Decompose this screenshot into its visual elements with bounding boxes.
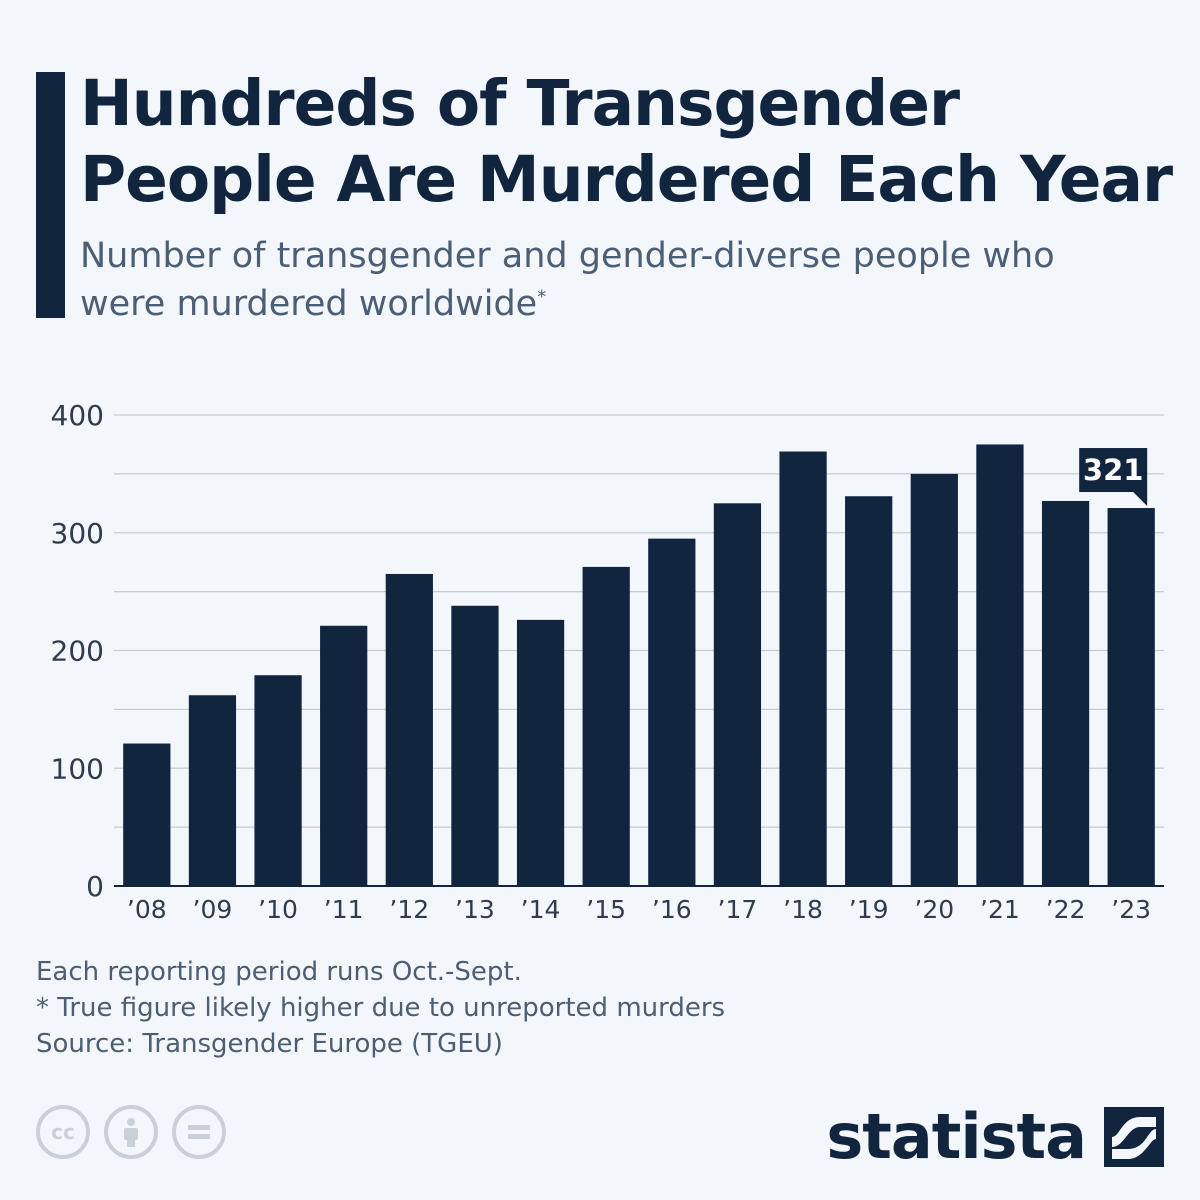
- chart-title: Hundreds of Transgender People Are Murde…: [80, 67, 1173, 216]
- bar[interactable]: [254, 675, 302, 886]
- license-icons: cc: [36, 1105, 226, 1159]
- bar[interactable]: [385, 573, 433, 886]
- bar[interactable]: [188, 695, 237, 886]
- source-note: Source: Transgender Europe (TGEU): [36, 1029, 503, 1059]
- no-derivatives-icon[interactable]: [172, 1105, 226, 1159]
- x-tick-label: ’12: [389, 895, 429, 924]
- chart-notes: Each reporting period runs Oct.-Sept. * …: [36, 954, 936, 1062]
- person-glyph: [124, 1118, 138, 1147]
- statista-logo-icon: [1104, 1106, 1164, 1167]
- x-tick-label: ’22: [1046, 895, 1086, 924]
- note-reporting-period: Each reporting period runs Oct.-Sept.: [36, 957, 522, 987]
- bar[interactable]: [1041, 500, 1090, 886]
- y-tick-label: 400: [51, 399, 104, 432]
- subtitle-footnote-mark: *: [537, 286, 547, 308]
- x-axis: ’08 ’09 ’10 ’11 ’12 ’13 ’14 ’15 ’16 ’17 ’18 ’19 ’20 ’…: [127, 895, 1151, 924]
- bar[interactable]: [845, 496, 893, 886]
- bar[interactable]: [582, 566, 630, 886]
- x-tick-label: ’18: [783, 895, 823, 924]
- y-tick-label: 200: [51, 635, 104, 668]
- callout-pointer: [1133, 492, 1148, 507]
- note-true-figure: * True figure likely higher due to unrep…: [36, 993, 726, 1023]
- x-tick-label: ’15: [586, 895, 626, 924]
- x-tick-label: ’09: [193, 895, 233, 924]
- bar[interactable]: [451, 605, 499, 886]
- x-tick-label: ’16: [652, 895, 692, 924]
- callout-box: [1079, 448, 1148, 493]
- x-tick-label: ’13: [455, 895, 495, 924]
- subtitle-text: Number of transgender and gender-diverse…: [80, 236, 1055, 324]
- bar[interactable]: [516, 619, 565, 886]
- y-axis: 0 100 200 300 400: [51, 399, 104, 903]
- attribution-icon[interactable]: [104, 1105, 158, 1159]
- x-tick-label: ’10: [258, 895, 298, 924]
- logo-wordmark: statista: [826, 1100, 1087, 1173]
- x-tick-label: ’17: [718, 895, 758, 924]
- equals-glyph: [188, 1125, 210, 1139]
- x-tick-label: ’11: [324, 895, 364, 924]
- title-accent-bar: [36, 72, 65, 318]
- cc-icon[interactable]: cc: [36, 1105, 90, 1159]
- bar[interactable]: [779, 451, 827, 886]
- bars: [123, 444, 1155, 886]
- statista-logo[interactable]: statista: [826, 1100, 1164, 1173]
- bar[interactable]: [1107, 508, 1155, 886]
- x-tick-label: ’08: [127, 895, 167, 924]
- bar[interactable]: [320, 625, 368, 886]
- bar-chart: 0 100 200 300 400 ’08 ’09 ’10 ’11 ’12 ’13 ’14 ’15 ’1…: [51, 399, 1164, 924]
- bar[interactable]: [648, 538, 696, 886]
- x-tick-label: ’21: [980, 895, 1020, 924]
- value-callout: 321: [1079, 448, 1148, 507]
- bar[interactable]: [713, 503, 762, 886]
- x-tick-label: ’19: [849, 895, 889, 924]
- x-tick-label: ’14: [521, 895, 561, 924]
- chart-subtitle: Number of transgender and gender-diverse…: [80, 232, 1080, 328]
- bar[interactable]: [976, 444, 1024, 886]
- bar[interactable]: [910, 473, 958, 886]
- y-tick-label: 300: [51, 517, 104, 550]
- y-tick-label: 100: [51, 752, 104, 785]
- callout-value-label: 321: [1083, 453, 1144, 487]
- x-tick-label: ’20: [914, 895, 954, 924]
- bar[interactable]: [123, 743, 171, 886]
- y-tick-label: 0: [86, 870, 104, 903]
- x-tick-label: ’23: [1111, 895, 1151, 924]
